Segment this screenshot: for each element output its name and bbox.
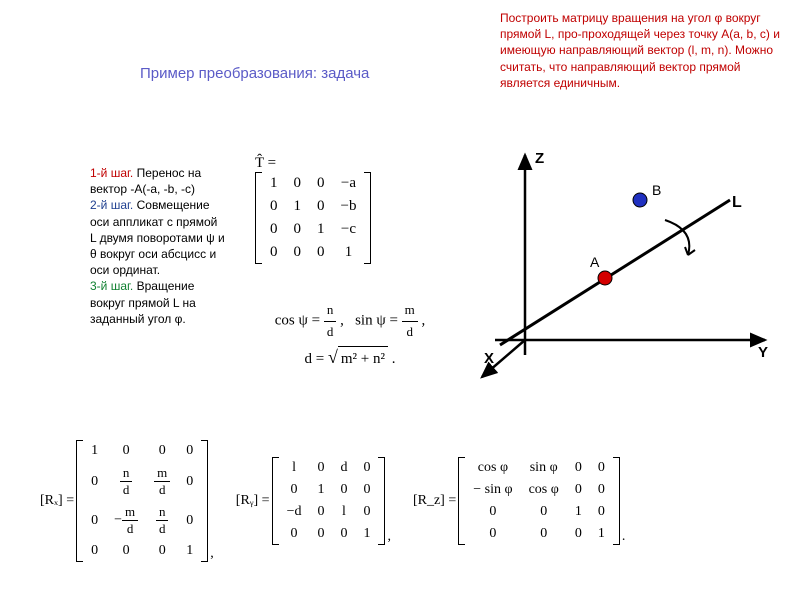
axis-x-label: X <box>484 350 494 367</box>
formulas-block: cos ψ = nd , sin ψ = md , d = m² + n² . <box>250 300 450 371</box>
matrix-T-table: 100−a 010−b 001−c 0001 <box>262 172 364 264</box>
axis-y-label: Y <box>758 344 768 361</box>
point-B-label: B <box>652 182 661 198</box>
axis-z-label: Z <box>535 150 544 167</box>
line-L-label: L <box>732 194 742 211</box>
point-A-label: A <box>590 254 600 270</box>
step3-label: 3-й шаг. <box>90 279 133 293</box>
slide-title: Пример преобразования: задача <box>140 65 369 82</box>
problem-statement: Построить матрицу вращения на угол φ вок… <box>500 10 790 91</box>
matrix-Rz: [R_z] = cos φsin φ00 − sin φcos φ00 0010… <box>413 457 625 545</box>
step1-label: 1-й шаг. <box>90 166 133 180</box>
bottom-matrices-row: [Rₓ] = 1000 0ndmd0 0−mdnd0 0001 , [Rᵧ] =… <box>40 440 625 562</box>
coordinate-diagram: Z Y X L A B <box>470 145 780 385</box>
step2-label: 2-й шаг. <box>90 198 133 212</box>
matrix-T: T̂ = 100−a 010−b 001−c 0001 <box>255 155 371 264</box>
matrix-Rx: [Rₓ] = 1000 0ndmd0 0−mdnd0 0001 , <box>40 440 214 562</box>
steps-block: 1-й шаг. Перенос на вектор -A(-a, -b, -c… <box>90 165 225 327</box>
matrix-Ry: [Rᵧ] = l0d0 0100 −d0l0 0001 , <box>236 457 391 545</box>
matrix-T-label: T̂ = <box>255 155 276 172</box>
